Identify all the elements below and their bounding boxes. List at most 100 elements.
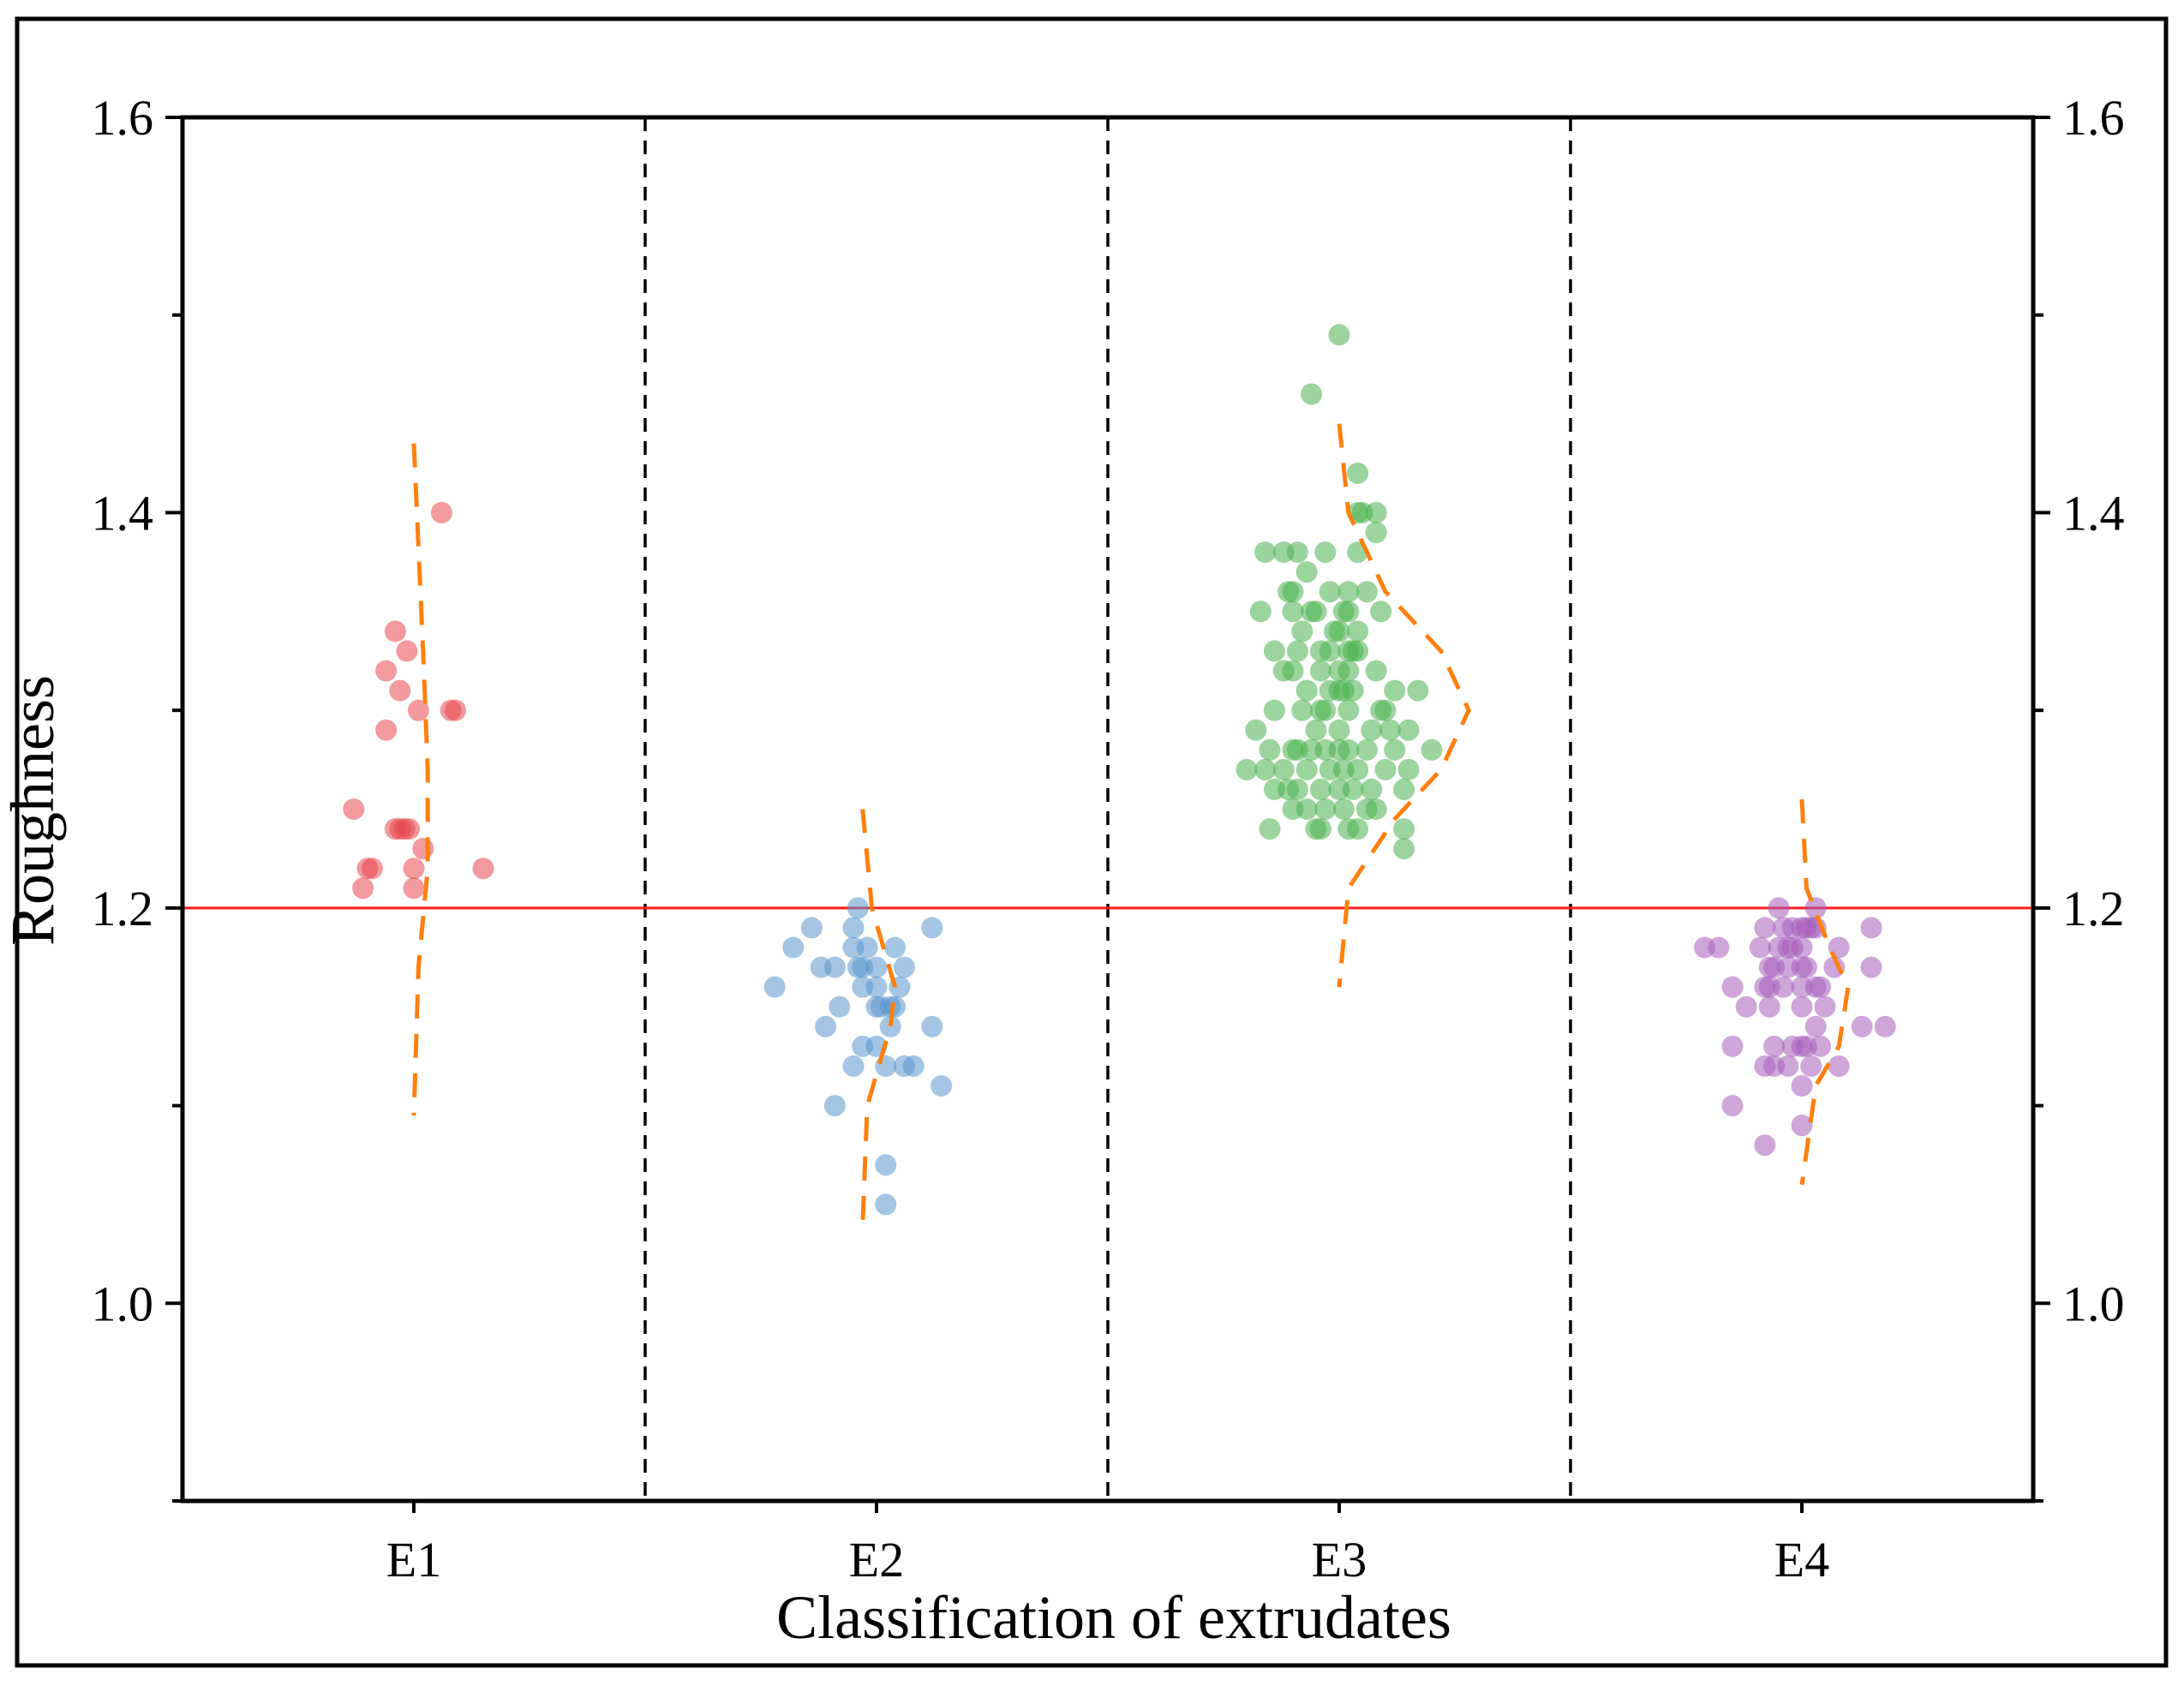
data-point-e2 xyxy=(875,1193,897,1216)
data-point-e4 xyxy=(1795,956,1817,978)
data-point-e2 xyxy=(782,936,805,959)
data-point-e3 xyxy=(1291,620,1313,643)
data-point-e4 xyxy=(1804,897,1827,919)
data-point-e2 xyxy=(879,1015,901,1037)
data-point-e3 xyxy=(1347,462,1369,484)
data-point-e2 xyxy=(902,1055,924,1077)
data-point-e4 xyxy=(1860,956,1882,978)
data-point-e4 xyxy=(1800,1055,1822,1077)
data-point-e2 xyxy=(856,936,878,959)
data-point-e3 xyxy=(1295,758,1318,780)
data-point-e3 xyxy=(1347,620,1369,643)
data-point-e2 xyxy=(884,936,907,959)
distribution-curve-e4 xyxy=(1799,798,1851,1186)
data-point-e4 xyxy=(1758,995,1780,1018)
data-point-e3 xyxy=(1342,679,1364,702)
data-point-e4 xyxy=(1721,1095,1744,1117)
data-point-e4 xyxy=(1749,936,1771,959)
data-point-e4 xyxy=(1721,1035,1744,1057)
data-point-e1 xyxy=(361,858,383,880)
data-point-e3 xyxy=(1259,818,1281,840)
data-point-e3 xyxy=(1309,778,1331,800)
y-tick-label-right: 1.4 xyxy=(2062,485,2125,541)
data-point-e2 xyxy=(921,917,943,939)
distribution-curves xyxy=(411,423,1851,1225)
data-point-e3 xyxy=(1272,758,1295,780)
data-point-e3 xyxy=(1295,798,1318,820)
data-point-e3 xyxy=(1347,818,1369,840)
data-point-e3 xyxy=(1328,324,1350,346)
data-point-e3 xyxy=(1309,818,1331,840)
data-point-e1 xyxy=(389,679,411,702)
data-point-e3 xyxy=(1337,699,1360,721)
data-point-e3 xyxy=(1314,541,1337,564)
data-point-e1 xyxy=(375,719,398,741)
data-point-e3 xyxy=(1328,620,1350,643)
data-point-e4 xyxy=(1828,1055,1850,1077)
data-point-e2 xyxy=(893,956,915,978)
data-point-e3 xyxy=(1301,383,1323,405)
data-point-e3 xyxy=(1337,660,1360,682)
data-point-e3 xyxy=(1291,699,1313,721)
data-point-e4 xyxy=(1810,1035,1832,1057)
data-point-e3 xyxy=(1328,719,1350,741)
data-point-e3 xyxy=(1282,581,1304,603)
data-point-e4 xyxy=(1851,1015,1873,1037)
data-point-e2 xyxy=(842,1055,865,1077)
x-axis-title: Classification of extrudates xyxy=(776,1583,1451,1652)
data-point-e3 xyxy=(1365,501,1387,523)
data-point-e4 xyxy=(1810,976,1832,998)
data-point-e4 xyxy=(1791,1115,1813,1137)
data-point-e4 xyxy=(1777,1055,1799,1077)
y-tick-label-left: 1.4 xyxy=(92,485,154,541)
data-point-e1 xyxy=(403,858,425,880)
distribution-curve-e1 xyxy=(411,443,430,1116)
data-point-e3 xyxy=(1361,778,1383,800)
data-point-e3 xyxy=(1314,798,1337,820)
y-tick-label-left: 1.2 xyxy=(92,881,154,936)
data-point-e3 xyxy=(1319,581,1341,603)
data-point-e3 xyxy=(1361,719,1383,741)
data-point-e4 xyxy=(1763,1035,1786,1057)
data-point-e2 xyxy=(865,976,888,998)
x-tick-label: E1 xyxy=(386,1532,441,1587)
data-point-e2 xyxy=(875,1055,897,1077)
data-point-e3 xyxy=(1337,581,1360,603)
data-point-e3 xyxy=(1355,581,1378,603)
data-point-e3 xyxy=(1259,738,1281,761)
data-point-e1 xyxy=(384,620,406,643)
data-point-e3 xyxy=(1286,541,1308,564)
data-point-e3 xyxy=(1286,640,1308,662)
y-tick-label-left: 1.0 xyxy=(92,1276,154,1331)
data-point-e3 xyxy=(1263,699,1285,721)
data-point-e3 xyxy=(1384,679,1406,702)
data-point-e4 xyxy=(1791,936,1813,959)
data-point-e1 xyxy=(407,699,429,721)
data-point-e4 xyxy=(1721,976,1744,998)
data-point-e2 xyxy=(875,1154,897,1176)
y-tick-label-right: 1.0 xyxy=(2062,1276,2125,1331)
data-point-e1 xyxy=(393,818,416,840)
data-point-e3 xyxy=(1249,601,1272,623)
data-point-e3 xyxy=(1393,838,1415,860)
figure-border xyxy=(15,16,2169,1668)
data-point-e4 xyxy=(1754,1134,1776,1157)
data-point-e3 xyxy=(1309,660,1331,682)
data-point-e3 xyxy=(1342,778,1364,800)
data-point-e3 xyxy=(1365,522,1387,543)
x-tick-label: E2 xyxy=(849,1532,904,1587)
data-point-e4 xyxy=(1754,917,1776,939)
data-point-e3 xyxy=(1282,601,1304,623)
data-point-e4 xyxy=(1735,995,1757,1018)
data-point-e2 xyxy=(884,995,907,1018)
data-point-e2 xyxy=(930,1075,953,1097)
data-point-e3 xyxy=(1384,738,1406,761)
data-point-e1 xyxy=(412,838,434,860)
data-point-e4 xyxy=(1768,897,1790,919)
data-point-e3 xyxy=(1397,719,1420,741)
data-point-e3 xyxy=(1305,601,1327,623)
data-point-e4 xyxy=(1791,1075,1813,1097)
data-point-e2 xyxy=(847,897,869,919)
data-point-e3 xyxy=(1421,738,1443,761)
